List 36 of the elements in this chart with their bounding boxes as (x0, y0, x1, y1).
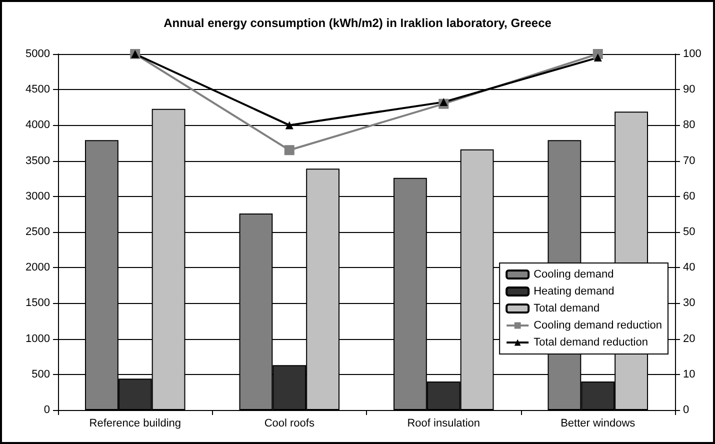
y2-tick-label: 10 (683, 368, 696, 380)
y-tick-label: 1500 (26, 297, 50, 310)
y-tick-label: 4500 (26, 84, 50, 96)
y-tick-label: 500 (32, 368, 50, 380)
point (284, 145, 294, 156)
x-tick-label: Roof insulation (407, 418, 480, 430)
y-tick-label: 3500 (26, 154, 50, 167)
y-tick-label: 2000 (26, 262, 50, 274)
y-tick-label: 1000 (26, 332, 50, 345)
y2-tick-label: 70 (683, 154, 696, 167)
point (285, 121, 294, 130)
y2-tick-label: 60 (683, 190, 696, 202)
y2-tick-label: 20 (683, 332, 696, 345)
y2-tick-label: 50 (683, 226, 696, 238)
point (594, 54, 602, 62)
chart-title: Annual energy consumption (kWh/m2) in Iraklion laboratory, Greece (164, 16, 552, 30)
y2-tick-label: 80 (683, 119, 696, 132)
y-tick-label: 4000 (26, 119, 50, 132)
y2-tick-label: 40 (683, 262, 696, 274)
point (440, 98, 448, 106)
y-tick-label: 5000 (26, 48, 50, 60)
x-tick-label: Better windows (560, 418, 636, 430)
legend-label: Total demand reduction (534, 336, 648, 348)
y-tick-label: 3000 (26, 190, 50, 202)
y2-tick-label: 30 (683, 297, 696, 310)
legend-label: Heating demand (534, 286, 614, 298)
y-tick-label: 2500 (26, 226, 50, 238)
legend-label: Total demand (534, 302, 600, 314)
x-tick-label: Cool roofs (264, 418, 315, 430)
legend-label: Cooling demand reduction (534, 320, 662, 332)
x-tick-label: Reference building (89, 418, 181, 430)
y-tick-label: 0 (44, 404, 50, 416)
y2-tick-label: 0 (683, 404, 690, 416)
legend-label: Cooling demand (534, 268, 614, 280)
y2-tick-label: 100 (683, 48, 702, 60)
y2-tick-label: 90 (683, 84, 696, 96)
